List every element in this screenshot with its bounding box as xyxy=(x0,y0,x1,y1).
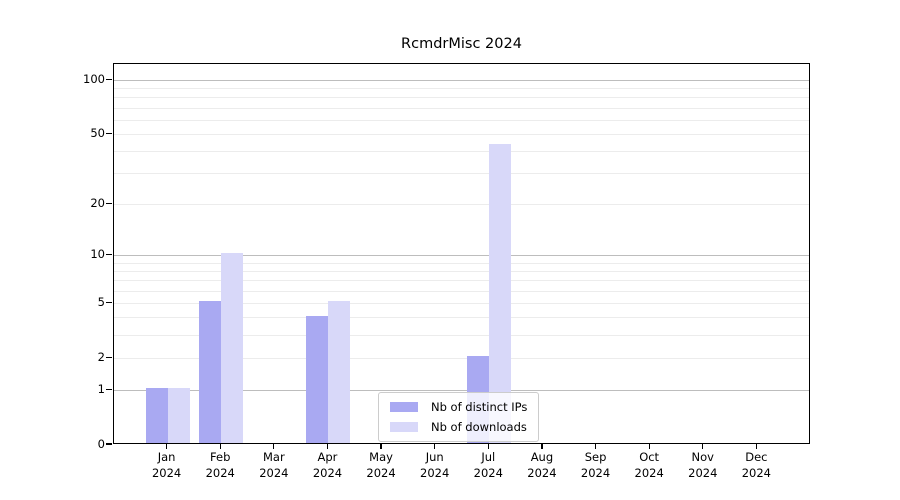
y-tick-label: 10 xyxy=(90,246,105,261)
x-tick-year: 2024 xyxy=(688,465,718,480)
x-tick-label: May 2024 xyxy=(351,450,411,481)
x-tick-label: Sep 2024 xyxy=(566,450,626,481)
grid-line-minor xyxy=(114,270,809,272)
grid-line-minor xyxy=(114,133,809,135)
grid-line-major xyxy=(114,389,809,391)
grid-line-minor xyxy=(114,150,809,152)
grid-line-minor xyxy=(114,302,809,304)
y-tick-label: 50 xyxy=(90,125,105,140)
x-tick-label: Apr 2024 xyxy=(297,450,357,481)
bar-downloads xyxy=(167,388,190,443)
grid-line-major xyxy=(114,254,809,256)
y-tick-mark xyxy=(106,301,112,304)
legend-item-distinct-ips: Nb of distinct IPs xyxy=(390,399,527,415)
grid-line-minor xyxy=(114,203,809,205)
x-tick-label: Dec 2024 xyxy=(726,450,786,481)
legend-item-downloads: Nb of downloads xyxy=(390,419,527,435)
y-tick-mark xyxy=(106,253,112,256)
y-tick-mark xyxy=(106,356,112,358)
grid-line-minor xyxy=(114,262,809,264)
x-tick-label: Jun 2024 xyxy=(405,450,465,481)
x-tick-label: Jul 2024 xyxy=(458,450,518,481)
grid-line-minor xyxy=(114,97,809,99)
bar-downloads xyxy=(489,143,512,443)
x-tick-year: 2024 xyxy=(527,465,557,480)
x-tick-label: Feb 2024 xyxy=(190,450,250,481)
grid-line-minor xyxy=(114,87,809,89)
x-tick-year: 2024 xyxy=(420,465,450,480)
grid-line-minor xyxy=(114,317,809,319)
y-tick-mark xyxy=(106,388,112,390)
grid-line-minor xyxy=(114,119,809,121)
x-tick-mark xyxy=(326,444,329,449)
x-tick-mark xyxy=(273,444,275,449)
grid-line-minor xyxy=(114,280,809,282)
x-tick-year: 2024 xyxy=(580,465,611,480)
x-tick-mark xyxy=(434,444,436,449)
chart-title: RcmdrMisc 2024 xyxy=(401,36,522,52)
grid-line-minor xyxy=(114,290,809,292)
bar-downloads xyxy=(221,253,244,443)
legend-label-distinct-ips: Nb of distinct IPs xyxy=(431,400,528,414)
x-tick-year: 2024 xyxy=(205,465,235,480)
x-tick-year: 2024 xyxy=(366,465,396,480)
x-tick-mark xyxy=(702,444,704,449)
x-tick-mark xyxy=(165,444,168,449)
legend-swatch-distinct-ips xyxy=(390,402,418,412)
bar-distinct-ips xyxy=(199,301,222,443)
x-tick-year: 2024 xyxy=(151,465,182,480)
x-tick-mark xyxy=(541,444,543,449)
bar-distinct-ips xyxy=(145,388,168,443)
y-tick-label: 5 xyxy=(97,294,105,309)
x-tick-mark xyxy=(594,444,597,449)
x-tick-mark xyxy=(219,444,221,449)
grid-line-minor xyxy=(114,334,809,336)
grid-line-minor xyxy=(114,173,809,175)
legend-swatch-downloads xyxy=(390,422,418,432)
y-tick-mark xyxy=(106,78,112,80)
x-tick-label: Nov 2024 xyxy=(673,450,733,481)
x-tick-label: Mar 2024 xyxy=(244,450,304,481)
x-tick-label: Aug 2024 xyxy=(512,450,572,481)
x-tick-mark xyxy=(380,444,382,449)
y-tick-label: 0 xyxy=(97,436,105,451)
plot-area xyxy=(113,63,810,444)
x-tick-year: 2024 xyxy=(312,465,343,480)
x-tick-mark xyxy=(755,444,758,449)
legend: Nb of distinct IPs Nb of downloads xyxy=(378,392,540,442)
grid-line-minor xyxy=(114,357,809,359)
y-tick-mark xyxy=(106,202,112,204)
grid-line-major xyxy=(114,79,809,81)
x-tick-label: Oct 2024 xyxy=(619,450,679,481)
x-tick-label: Jan 2024 xyxy=(137,450,197,481)
grid-line-minor xyxy=(114,107,809,109)
y-tick-label: 2 xyxy=(97,349,105,364)
x-tick-year: 2024 xyxy=(741,465,772,480)
y-tick-label: 1 xyxy=(97,381,105,396)
x-tick-year: 2024 xyxy=(634,465,664,480)
x-tick-year: 2024 xyxy=(473,465,503,480)
x-tick-year: 2024 xyxy=(259,465,289,480)
x-tick-mark xyxy=(487,444,489,449)
y-tick-label: 20 xyxy=(90,195,105,210)
bar-distinct-ips xyxy=(306,315,329,443)
y-tick-label: 100 xyxy=(83,71,105,86)
bar-downloads xyxy=(328,301,351,443)
x-tick-mark xyxy=(648,444,650,449)
y-tick-mark xyxy=(106,443,112,445)
y-tick-mark xyxy=(106,132,112,134)
legend-label-downloads: Nb of downloads xyxy=(431,420,527,434)
